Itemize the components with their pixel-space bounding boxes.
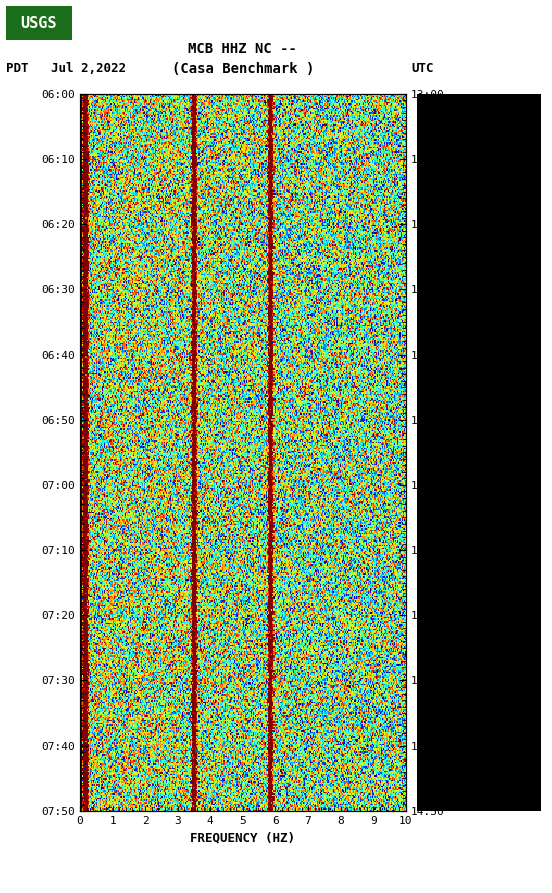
Text: (Casa Benchmark ): (Casa Benchmark )	[172, 62, 314, 76]
Text: PDT   Jul 2,2022: PDT Jul 2,2022	[6, 63, 125, 75]
Text: MCB HHZ NC --: MCB HHZ NC --	[188, 42, 298, 56]
Text: USGS: USGS	[20, 16, 57, 30]
X-axis label: FREQUENCY (HZ): FREQUENCY (HZ)	[190, 831, 295, 844]
Text: UTC: UTC	[411, 63, 434, 75]
